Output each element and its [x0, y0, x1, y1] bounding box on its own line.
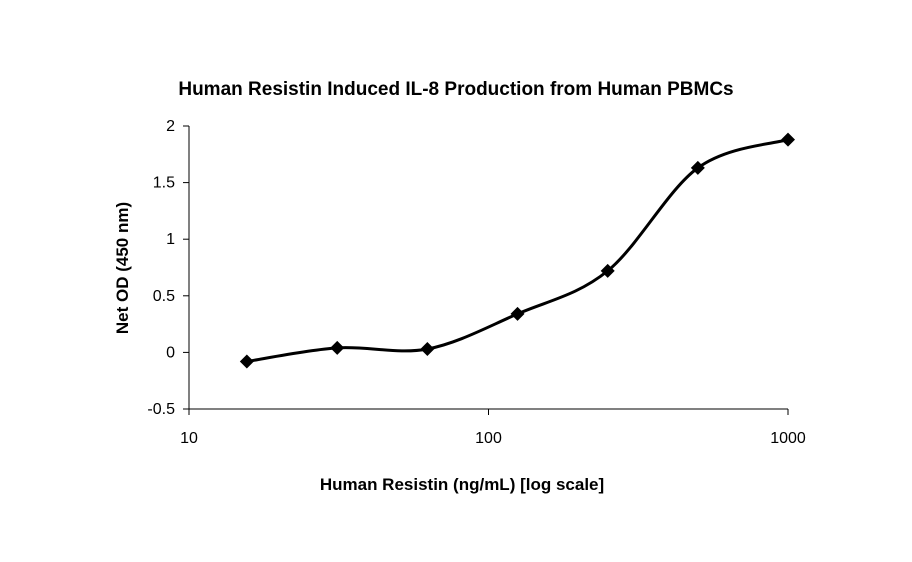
series-line	[246, 138, 789, 363]
data-point-marker	[690, 160, 705, 175]
y-tick-label: -0.5	[147, 401, 175, 418]
x-tick-label: 100	[475, 430, 502, 447]
data-point-marker	[510, 306, 525, 321]
y-axis-ticks: -0.5 0 0.5 1 1.5 2	[147, 118, 189, 418]
data-point-marker	[420, 342, 435, 357]
y-tick-label: 0.5	[153, 288, 175, 305]
y-tick-label: 2	[166, 118, 175, 135]
data-point-marker	[239, 354, 254, 369]
x-tick-label: 1000	[770, 430, 806, 447]
data-point-marker	[781, 132, 795, 147]
y-axis-title: Net OD (450 nm)	[113, 202, 132, 334]
y-tick-label: 1	[166, 231, 175, 248]
data-point-marker	[330, 340, 345, 355]
chart-title: Human Resistin Induced IL-8 Production f…	[178, 79, 733, 100]
x-axis-title: Human Resistin (ng/mL) [log scale]	[320, 475, 604, 494]
x-tick-label: 10	[180, 430, 198, 447]
y-tick-label: 1.5	[153, 175, 175, 192]
data-markers	[239, 132, 795, 369]
data-point-marker	[600, 263, 615, 278]
y-tick-label: 0	[166, 344, 175, 361]
x-axis-ticks: 10 100 1000	[180, 409, 806, 447]
